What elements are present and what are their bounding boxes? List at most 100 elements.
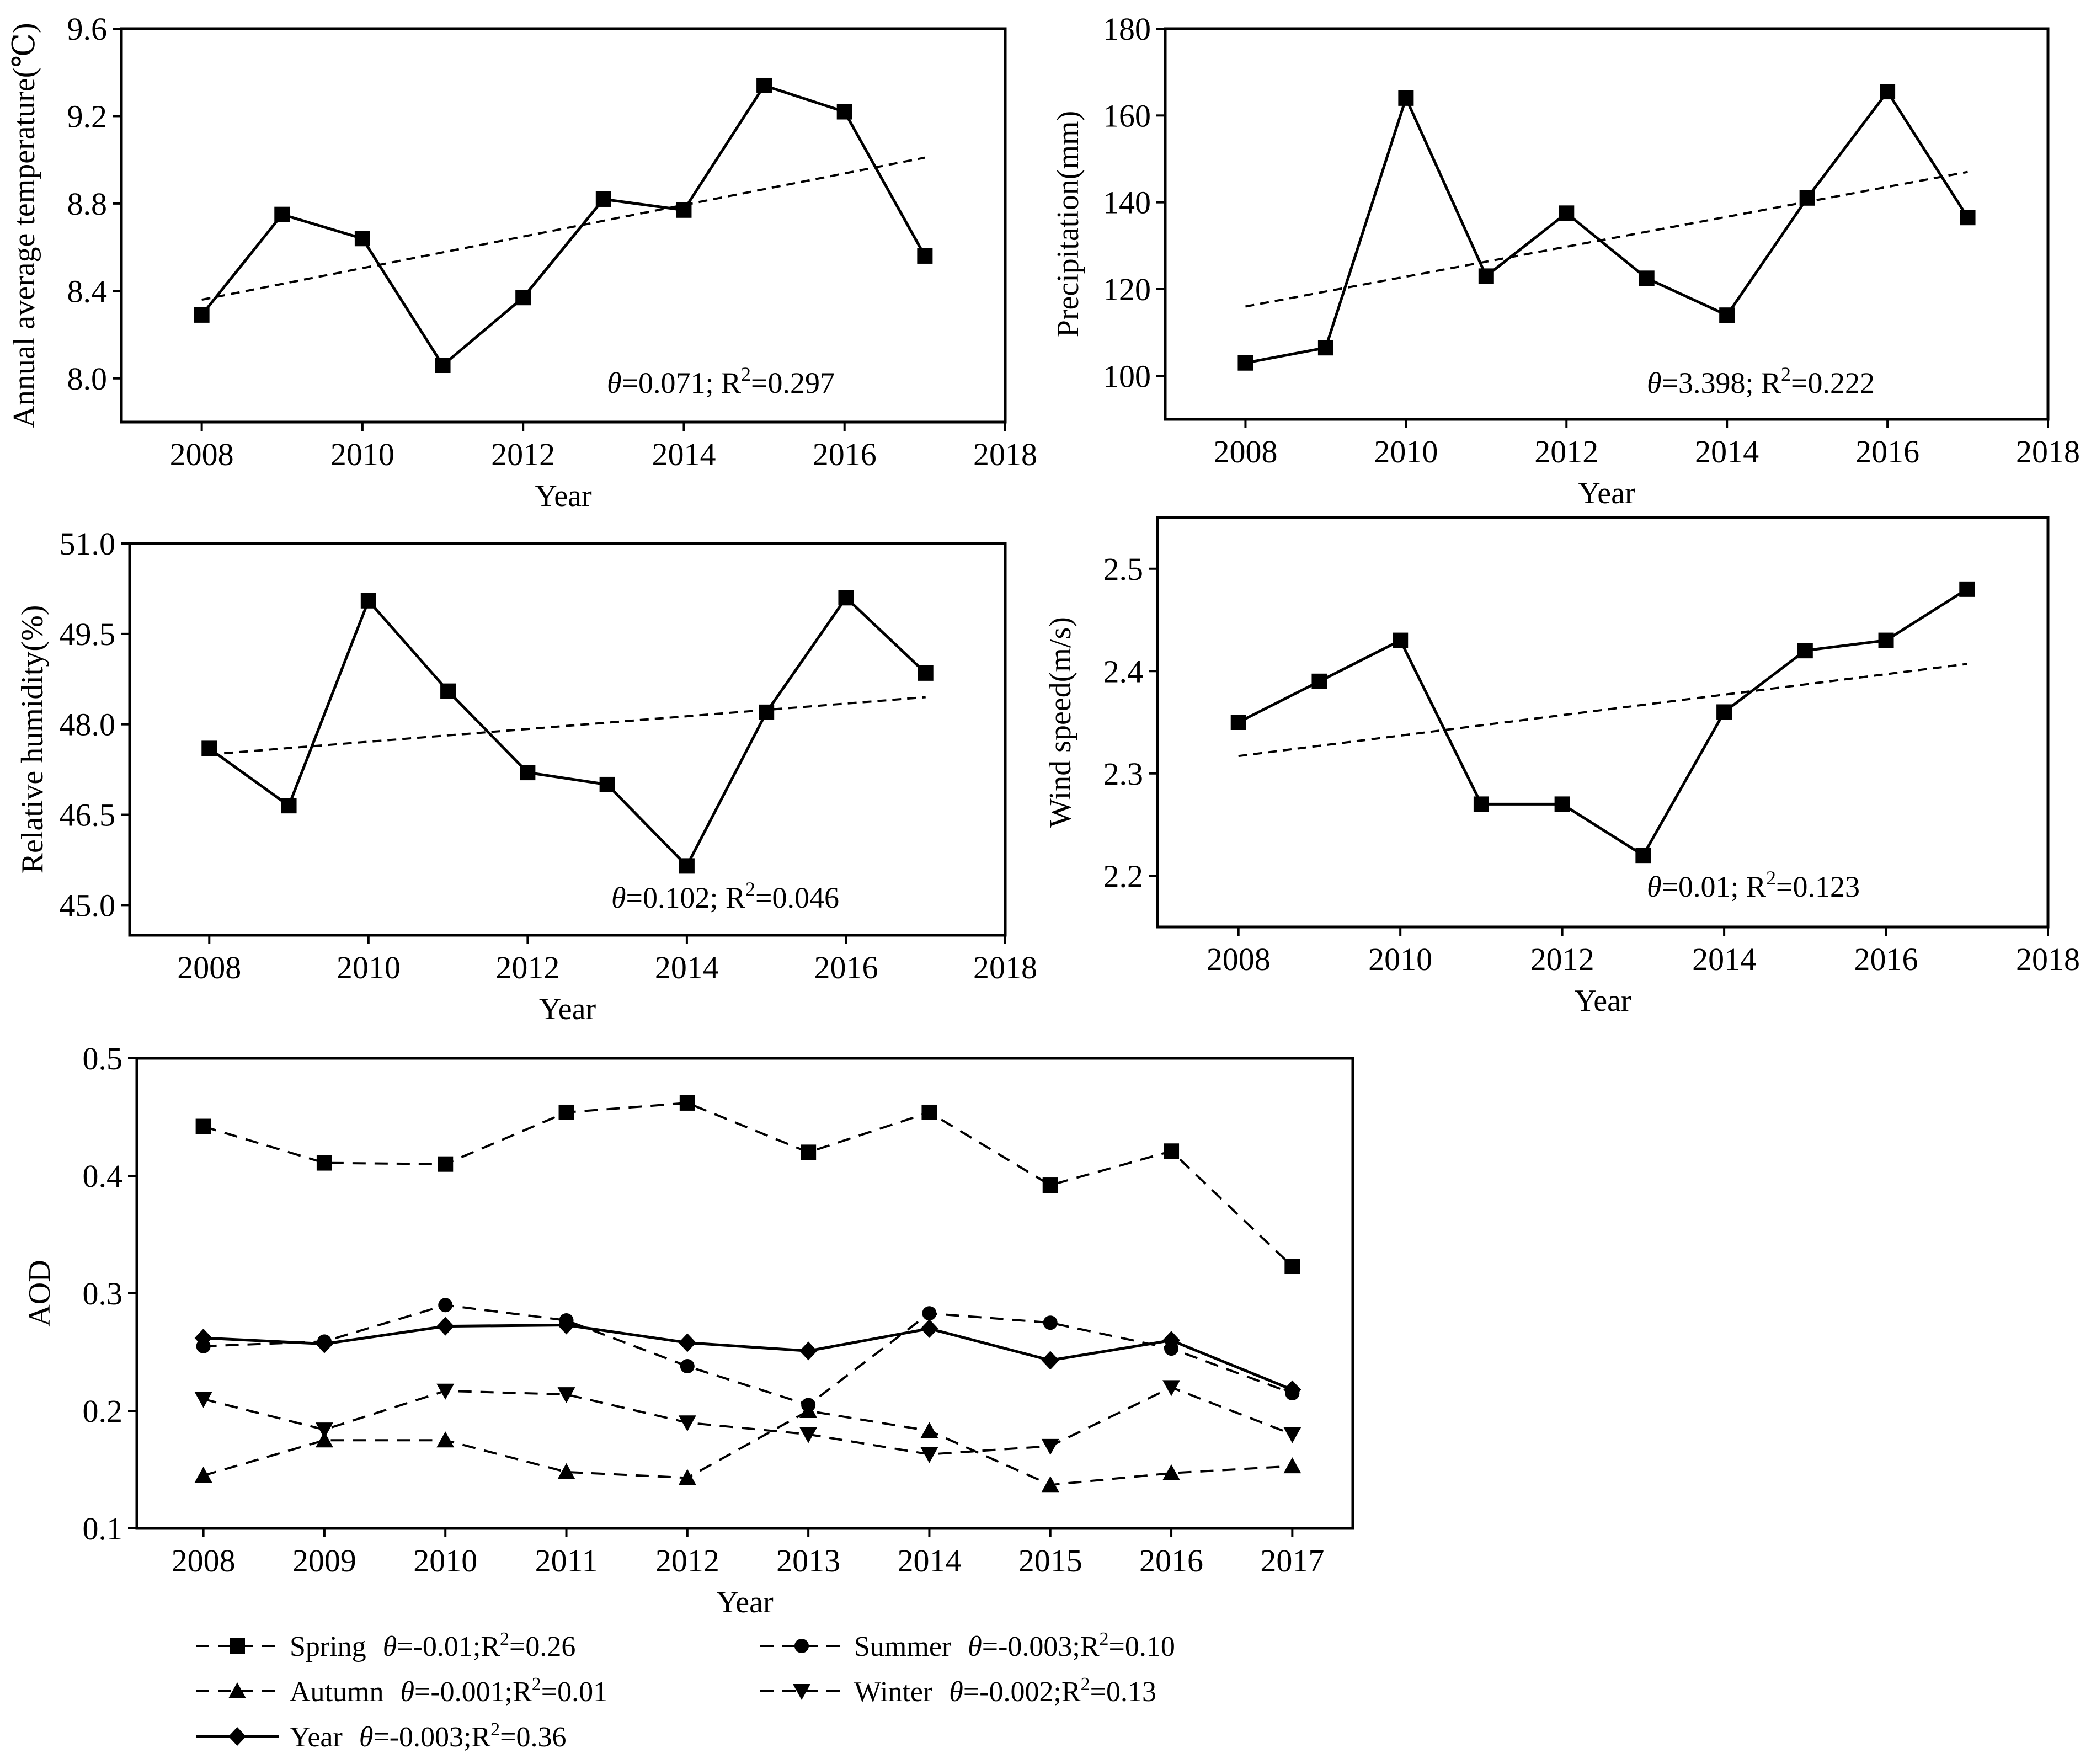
legend-summer-r-symbol: R <box>1080 1631 1100 1662</box>
precipitation-theta-symbol: θ <box>1647 366 1662 399</box>
aod-legend: Spring θ=-0.01;R2=0.26 Summer θ=-0.003;R2=0… <box>196 1629 1175 1753</box>
aod-series-autumn-point <box>194 1467 212 1483</box>
wind-y-tick-label: 2.3 <box>1103 756 1144 792</box>
precipitation-theta-value: =3.398; <box>1662 366 1761 399</box>
precipitation-series-observed-point <box>1559 205 1575 221</box>
temperature-theta-value: =0.071; <box>622 366 721 399</box>
wind-r-superscript: 2 <box>1766 867 1776 889</box>
humidity-theta-symbol: θ <box>611 881 626 914</box>
humidity-y-tick-label: 51.0 <box>60 526 116 562</box>
precipitation-series-observed-point <box>1719 307 1735 323</box>
humidity-x-tick-label: 2008 <box>177 950 241 985</box>
aod-series-autumn-point <box>920 1422 938 1438</box>
wind-theta-value: =0.01; <box>1662 870 1746 903</box>
precipitation-y-axis-title: Precipitation(mm) <box>1051 111 1085 338</box>
temperature-theta-symbol: θ <box>607 366 622 399</box>
aod-series-year-point <box>920 1319 938 1338</box>
aod-series-autumn-point <box>1041 1476 1059 1493</box>
wind-series-observed-point <box>1473 796 1489 812</box>
humidity-x-tick-label: 2016 <box>814 950 878 985</box>
precipitation-y-tick-label: 140 <box>1103 185 1151 221</box>
temperature-x-tick-label: 2014 <box>652 436 716 472</box>
humidity-y-tick-label: 48.0 <box>60 707 116 743</box>
legend-winter-r-symbol: R <box>1061 1676 1081 1708</box>
aod-series-summer-point <box>1043 1315 1058 1330</box>
temperature-y-tick-label: 8.4 <box>67 273 108 309</box>
wind-x-tick-label: 2012 <box>1530 941 1594 977</box>
legend-year-theta-value: =-0.003; <box>373 1722 471 1753</box>
aod-series-year-point <box>315 1334 333 1353</box>
aod-y-tick-label: 0.4 <box>83 1158 123 1194</box>
temperature-x-tick-label: 2018 <box>973 436 1037 472</box>
temperature-y-axis-title: Annual average temperature(℃) <box>7 23 41 428</box>
legend-year-theta-symbol: θ <box>359 1722 374 1753</box>
panel-humidity: 2008 2010 2012 2014 2016 2018 45.0 46.5 48.0 49.5… <box>15 526 1037 1026</box>
legend-winter-label: Winter θ=-0.002;R2=0.13 <box>854 1674 1156 1708</box>
aod-x-tick-label: 2011 <box>535 1543 598 1579</box>
aod-series-year-point <box>678 1333 696 1352</box>
aod-series-spring-point <box>438 1156 454 1172</box>
wind-r-symbol: R <box>1746 870 1766 903</box>
temperature-y-tick-label: 8.0 <box>67 361 108 397</box>
wind-series-observed-point <box>1959 581 1975 597</box>
legend-summer-marker <box>794 1639 809 1653</box>
temperature-y-tick-label: 8.8 <box>67 186 108 222</box>
legend-summer-name: Summer <box>854 1631 951 1662</box>
aod-series-spring-point <box>195 1118 211 1134</box>
precipitation-x-tick-label: 2008 <box>1213 434 1277 470</box>
humidity-x-axis-title: Year <box>539 992 596 1026</box>
precipitation-x-tick-label: 2010 <box>1374 434 1438 470</box>
temperature-r-symbol: R <box>721 366 741 399</box>
wind-series-observed-point <box>1311 673 1327 689</box>
precipitation-series-observed-point <box>1960 210 1976 226</box>
legend-spring-label: Spring θ=-0.01;R2=0.26 <box>290 1629 575 1662</box>
aod-series-winter-point <box>1283 1427 1301 1443</box>
temperature-series-observed-point <box>194 307 210 323</box>
aod-y-tick-label: 0.3 <box>83 1276 123 1312</box>
aod-series-summer-point <box>680 1359 695 1374</box>
legend-autumn-r-superscript: 2 <box>532 1674 541 1694</box>
humidity-series-observed-point <box>838 590 854 606</box>
wind-y-tick-label: 2.5 <box>1103 551 1144 587</box>
legend-winter-theta-value: =-0.002; <box>963 1676 1061 1708</box>
wind-series-observed-point <box>1554 796 1570 812</box>
temperature-series-observed-point <box>595 191 611 207</box>
humidity-series-observed-point <box>281 798 297 814</box>
precipitation-y-tick-label: 100 <box>1103 358 1151 394</box>
humidity-series-observed-point <box>918 665 934 681</box>
legend-year-r-symbol: R <box>471 1722 490 1753</box>
wind-series-observed-point <box>1230 715 1246 730</box>
legend-spring-r-symbol: R <box>481 1631 500 1662</box>
temperature-x-axis-title: Year <box>535 479 592 513</box>
aod-series-year-line <box>203 1323 1293 1392</box>
wind-theta-symbol: θ <box>1647 870 1662 903</box>
precipitation-x-tick-label: 2016 <box>1855 434 1919 470</box>
temperature-y-tick-label: 9.6 <box>67 11 108 47</box>
legend-winter-theta-symbol: θ <box>949 1676 963 1708</box>
aod-series-autumn-point <box>436 1431 455 1448</box>
aod-series-winter-point <box>1162 1380 1181 1397</box>
aod-y-tick-label: 0.2 <box>83 1393 123 1429</box>
legend-summer-theta-symbol: θ <box>968 1631 982 1662</box>
precipitation-plot-frame <box>1164 27 2050 421</box>
temperature-r-value: =0.297 <box>751 366 835 399</box>
aod-series-summer-line <box>203 1304 1293 1406</box>
humidity-y-tick-label: 46.5 <box>60 797 116 833</box>
temperature-series-observed-point <box>435 358 451 374</box>
aod-x-tick-label: 2017 <box>1260 1543 1324 1579</box>
aod-series-autumn-point <box>799 1402 818 1418</box>
legend-autumn-label: Autumn θ=-0.001;R2=0.01 <box>290 1674 607 1708</box>
legend-year-r-superscript: 2 <box>490 1719 500 1740</box>
legend-winter-r-value: =0.13 <box>1090 1676 1156 1708</box>
humidity-series-observed-line <box>208 595 927 868</box>
precipitation-r-value: =0.222 <box>1791 366 1875 399</box>
humidity-x-tick-label: 2018 <box>973 950 1037 985</box>
legend-autumn-marker <box>228 1682 246 1698</box>
temperature-series-observed-point <box>836 104 852 120</box>
aod-series-spring-point <box>679 1095 695 1111</box>
legend-spring-name: Spring <box>290 1631 366 1662</box>
legend-summer-label: Summer θ=-0.003;R2=0.10 <box>854 1629 1175 1662</box>
precipitation-x-axis-title: Year <box>1578 476 1635 510</box>
wind-plot-frame <box>1156 516 2050 929</box>
